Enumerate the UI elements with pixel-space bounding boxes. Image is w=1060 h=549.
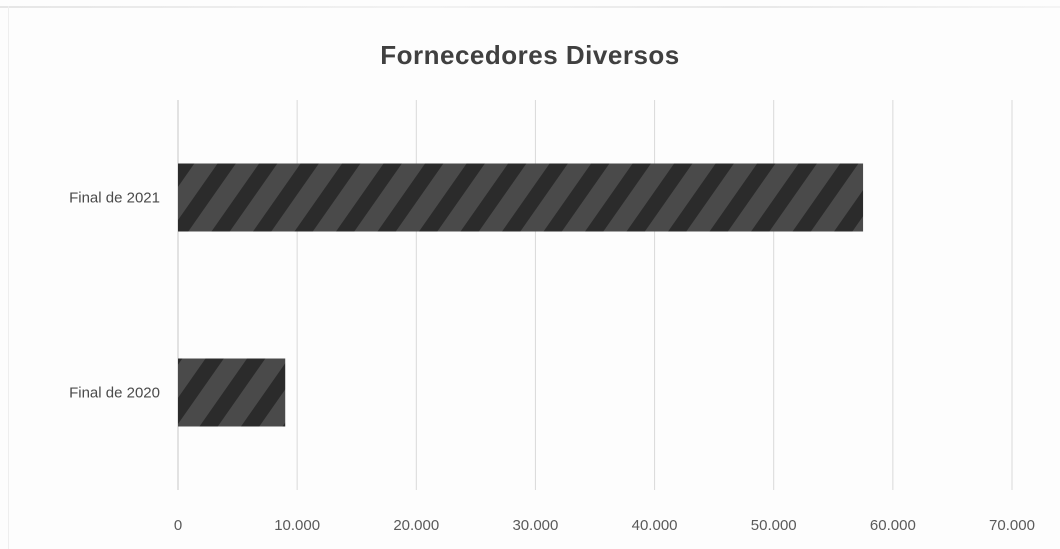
- x-tick-label: 60.000: [870, 517, 916, 534]
- gridlines: [177, 100, 1013, 490]
- x-tick-label: 10.000: [274, 517, 320, 534]
- x-tick-label: 40.000: [632, 517, 678, 534]
- bar-final-de-2021: [178, 163, 864, 232]
- x-tick-label: 20.000: [393, 517, 439, 534]
- bars: [178, 163, 864, 427]
- category-labels: Final de 2021 Final de 2020: [69, 190, 160, 402]
- x-tick-label: 70.000: [989, 517, 1035, 534]
- x-tick-label: 30.000: [512, 517, 558, 534]
- category-label: Final de 2020: [69, 385, 160, 402]
- x-tick-label: 0: [174, 517, 182, 534]
- chart-title: Fornecedores Diversos: [380, 40, 680, 70]
- x-axis-tick-labels: 0 10.000 20.000 30.000 40.000 50.000 60.000 70.…: [174, 517, 1035, 534]
- bar-final-de-2020: [178, 358, 286, 427]
- x-tick-label: 50.000: [751, 517, 797, 534]
- category-label: Final de 2021: [69, 190, 160, 207]
